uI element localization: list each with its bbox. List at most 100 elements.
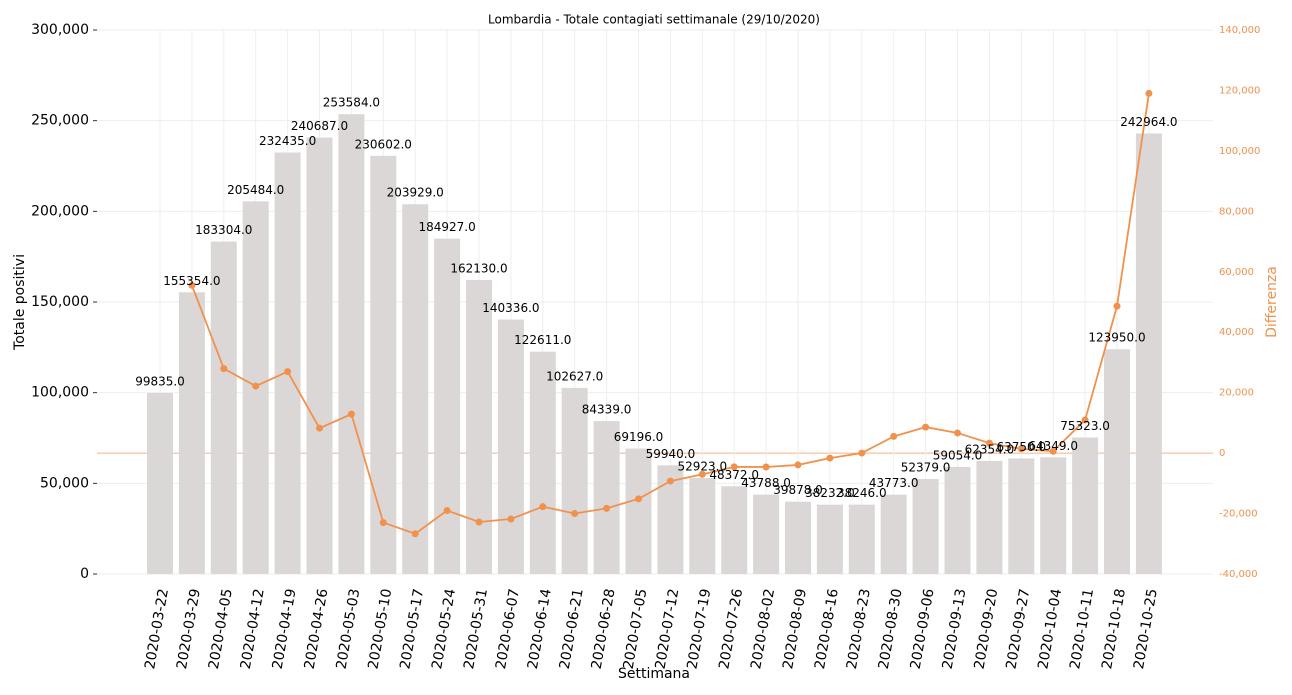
bar <box>1008 458 1035 574</box>
data-label: 253584.0 <box>323 96 380 110</box>
x-tick-label: 2020-07-05 <box>621 588 651 671</box>
bar <box>1040 457 1067 574</box>
bar <box>497 319 524 574</box>
point <box>316 424 323 432</box>
x-tick-label: 2020-10-11 <box>1067 588 1097 671</box>
bar <box>976 460 1003 574</box>
data-label: 75323.0 <box>1060 419 1110 433</box>
bar <box>1135 133 1162 574</box>
y-tick-label: 100,000 <box>31 385 89 401</box>
bar <box>912 479 939 574</box>
x-tick-label: 2020-10-04 <box>1035 587 1065 670</box>
y-tick-label: 250,000 <box>31 113 89 129</box>
point <box>284 368 292 376</box>
point <box>379 519 387 527</box>
y-axis-label: Totale positivi <box>12 254 28 351</box>
y2-tick-label: -20,000 <box>1219 509 1258 520</box>
x-tick-label: 2020-10-18 <box>1099 588 1129 671</box>
x-tick-label: 2020-09-20 <box>972 588 1002 671</box>
x-tick-label: 2020-03-29 <box>174 588 204 671</box>
y2-tick-label: 140,000 <box>1219 25 1260 36</box>
data-label: 242964.0 <box>1120 115 1177 129</box>
data-label: 52379.0 <box>901 461 951 475</box>
point <box>635 495 642 503</box>
chart-title: Lombardia - Totale contagiati settimanal… <box>488 13 820 27</box>
point <box>347 410 355 418</box>
x-tick-label: 2020-08-30 <box>876 588 906 671</box>
y2-tick-label: 20,000 <box>1219 388 1254 399</box>
point <box>890 432 898 440</box>
data-label: 240687.0 <box>291 119 348 133</box>
point <box>1113 302 1121 310</box>
data-label: 183304.0 <box>195 223 252 237</box>
x-tick-label: 2020-06-21 <box>557 588 587 671</box>
bar <box>753 494 780 574</box>
point <box>1049 447 1057 455</box>
data-label: 59054.0 <box>933 448 983 462</box>
point <box>252 382 260 390</box>
data-label: 122611.0 <box>514 333 571 347</box>
y-tick-label: 0 <box>80 566 89 582</box>
data-label: 39878.0 <box>773 483 823 497</box>
point <box>411 530 419 538</box>
point <box>507 515 515 523</box>
data-label: 232435.0 <box>259 134 316 148</box>
x-tick-label: 2020-04-19 <box>270 588 300 671</box>
y2-tick-label: -40,000 <box>1219 569 1258 580</box>
bar <box>785 501 811 574</box>
x-tick-label: 2020-04-12 <box>238 588 268 671</box>
data-label: 140336.0 <box>482 301 539 315</box>
data-label: 203929.0 <box>387 186 444 200</box>
x-tick-label: 2020-04-05 <box>206 588 236 671</box>
y2-tick-label: 0 <box>1219 448 1225 459</box>
x-tick-label: 2020-09-13 <box>940 588 970 671</box>
point <box>922 423 930 431</box>
data-label: 38232.0 <box>805 486 855 500</box>
y2-tick-label: 80,000 <box>1219 206 1254 217</box>
bar <box>1072 437 1099 574</box>
data-label: 52923.0 <box>677 460 727 474</box>
x-tick-label: 2020-03-22 <box>142 588 172 671</box>
data-label: 205484.0 <box>227 183 284 197</box>
data-label: 84339.0 <box>582 403 632 417</box>
bar <box>625 448 652 574</box>
bar <box>848 504 875 574</box>
data-label: 43773.0 <box>869 476 919 490</box>
data-label: 62354.0 <box>965 442 1015 456</box>
x-tick-label: 2020-08-09 <box>780 588 810 671</box>
data-label: 155354.0 <box>163 274 220 288</box>
bar <box>306 137 333 574</box>
bar <box>1104 349 1130 574</box>
y-tick-label: 50,000 <box>40 475 89 491</box>
data-label: 48372.0 <box>709 468 759 482</box>
x-tick-label: 2020-08-23 <box>844 588 874 671</box>
bar <box>721 486 748 574</box>
y2-tick-label: 120,000 <box>1219 85 1260 96</box>
point <box>188 281 196 289</box>
data-label: 99835.0 <box>135 374 185 388</box>
y2-tick-label: 100,000 <box>1219 146 1260 157</box>
point <box>858 449 866 457</box>
x-axis-label: Settimana <box>618 666 690 682</box>
bar <box>210 241 237 574</box>
x-tick-label: 2020-07-12 <box>653 588 683 671</box>
x-tick-label: 2020-05-17 <box>397 588 427 671</box>
data-label: 69196.0 <box>614 430 664 444</box>
x-tick-label: 2020-09-27 <box>1003 588 1033 671</box>
point <box>666 477 674 485</box>
data-label: 162130.0 <box>450 262 507 276</box>
x-tick-label: 2020-05-31 <box>461 588 491 671</box>
point <box>603 504 611 512</box>
x-tick-label: 2020-04-26 <box>302 587 332 670</box>
x-tick-label: 2020-05-03 <box>334 588 364 671</box>
y2-axis-label: Differenza <box>1264 266 1280 338</box>
x-tick-label: 2020-09-06 <box>908 587 938 670</box>
point <box>1081 416 1089 424</box>
data-label: 184927.0 <box>418 220 475 234</box>
bar <box>178 292 205 574</box>
point <box>954 429 961 437</box>
point <box>698 470 706 478</box>
bar <box>529 351 556 574</box>
bar <box>338 114 365 575</box>
